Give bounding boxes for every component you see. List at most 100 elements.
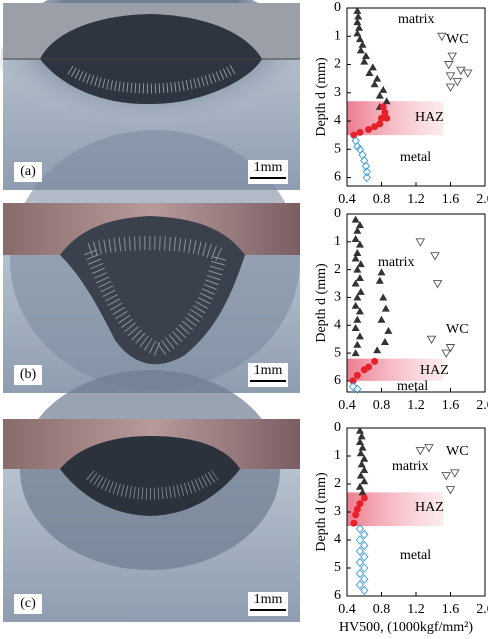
- panel-label: (c): [20, 596, 36, 611]
- point: [371, 358, 378, 365]
- point: [447, 487, 455, 494]
- y-tick-label: 3: [334, 290, 341, 305]
- point: [383, 97, 391, 104]
- point: [373, 346, 381, 353]
- point: [361, 542, 368, 550]
- y-tick-label: 0: [334, 206, 341, 221]
- point: [361, 586, 368, 594]
- panel-label: (a): [20, 164, 36, 179]
- point: [445, 62, 453, 69]
- point: [438, 33, 446, 40]
- point: [356, 570, 363, 578]
- point: [361, 495, 368, 502]
- series-label: HAZ: [420, 363, 449, 378]
- y-tick-label: 0: [334, 0, 341, 15]
- point: [442, 350, 450, 357]
- point: [378, 316, 386, 323]
- point: [350, 520, 357, 527]
- point: [356, 145, 363, 153]
- point: [431, 253, 439, 260]
- micrograph-c: [3, 370, 300, 622]
- y-tick-label: 4: [334, 317, 341, 332]
- x-tick-label: 1.2: [407, 192, 425, 207]
- panel-label: (b): [20, 367, 37, 382]
- y-tick-label: 2: [334, 57, 341, 72]
- y-tick-label: 2: [334, 476, 341, 491]
- y-axis-label: Depth d (mm): [314, 472, 329, 552]
- point: [363, 174, 370, 182]
- point: [361, 553, 368, 561]
- y-tick-label: 6: [334, 588, 341, 603]
- point: [356, 332, 364, 339]
- point: [356, 536, 363, 544]
- x-tick-label: 1.6: [442, 602, 460, 617]
- x-tick-label: 0.8: [373, 602, 391, 617]
- point: [352, 511, 359, 518]
- y-tick-label: 1: [334, 448, 341, 463]
- point: [371, 123, 378, 130]
- y-tick-label: 5: [334, 560, 341, 575]
- point: [381, 338, 389, 345]
- series-label: matrix: [398, 12, 435, 27]
- y-tick-label: 5: [334, 141, 341, 156]
- point: [353, 249, 361, 256]
- chart: 01234560.40.81.21.62.0Depth d (mm)matrix…: [314, 0, 488, 207]
- figure: (a)1mm(b)1mm(c)1mm 01234560.40.81.21.62.…: [0, 0, 488, 639]
- y-tick-label: 4: [334, 532, 341, 547]
- point: [416, 239, 424, 246]
- point: [356, 129, 363, 136]
- point: [451, 470, 459, 477]
- x-tick-label: 0.8: [373, 398, 391, 413]
- y-tick-label: 4: [334, 113, 341, 128]
- series-label: WC: [446, 322, 469, 337]
- y-tick-label: 5: [334, 345, 341, 360]
- series-label: HAZ: [415, 500, 444, 515]
- point: [373, 75, 381, 82]
- point: [356, 274, 364, 281]
- point: [428, 336, 436, 343]
- x-tick-label: 0.8: [373, 192, 391, 207]
- y-tick-label: 6: [334, 170, 341, 185]
- x-tick-label: 0.4: [338, 602, 356, 617]
- y-tick-label: 3: [334, 504, 341, 519]
- point: [361, 575, 368, 583]
- x-tick-label: 1.6: [442, 192, 460, 207]
- series-label: WC: [446, 444, 469, 459]
- scale-label: 1mm: [254, 160, 283, 175]
- point: [356, 581, 363, 589]
- x-tick-label: 1.2: [407, 398, 425, 413]
- x-tick-label: 2.0: [476, 602, 488, 617]
- point: [425, 445, 433, 452]
- point: [352, 302, 360, 309]
- point: [356, 547, 363, 555]
- scale-label: 1mm: [254, 363, 283, 378]
- y-tick-label: 2: [334, 262, 341, 277]
- x-tick-label: 0.4: [338, 398, 356, 413]
- x-tick-label: 0.4: [338, 192, 356, 207]
- point: [379, 293, 387, 300]
- y-axis-label: Depth d (mm): [314, 263, 329, 343]
- series-label: metal: [400, 150, 431, 165]
- point: [352, 216, 360, 223]
- point: [448, 53, 456, 60]
- point: [379, 86, 387, 93]
- point: [361, 366, 368, 373]
- point: [352, 324, 360, 331]
- point: [442, 473, 450, 480]
- point: [352, 349, 360, 356]
- point: [353, 316, 361, 323]
- point: [369, 63, 377, 70]
- series-label: metal: [400, 548, 431, 563]
- point: [416, 447, 424, 454]
- x-tick-label: 1.6: [442, 398, 460, 413]
- y-tick-label: 3: [334, 85, 341, 100]
- series-label: HAZ: [415, 110, 444, 125]
- point: [464, 70, 472, 77]
- point: [382, 305, 390, 312]
- point: [434, 281, 442, 288]
- scale-label: 1mm: [254, 592, 283, 607]
- x-tick-label: 2.0: [476, 192, 488, 207]
